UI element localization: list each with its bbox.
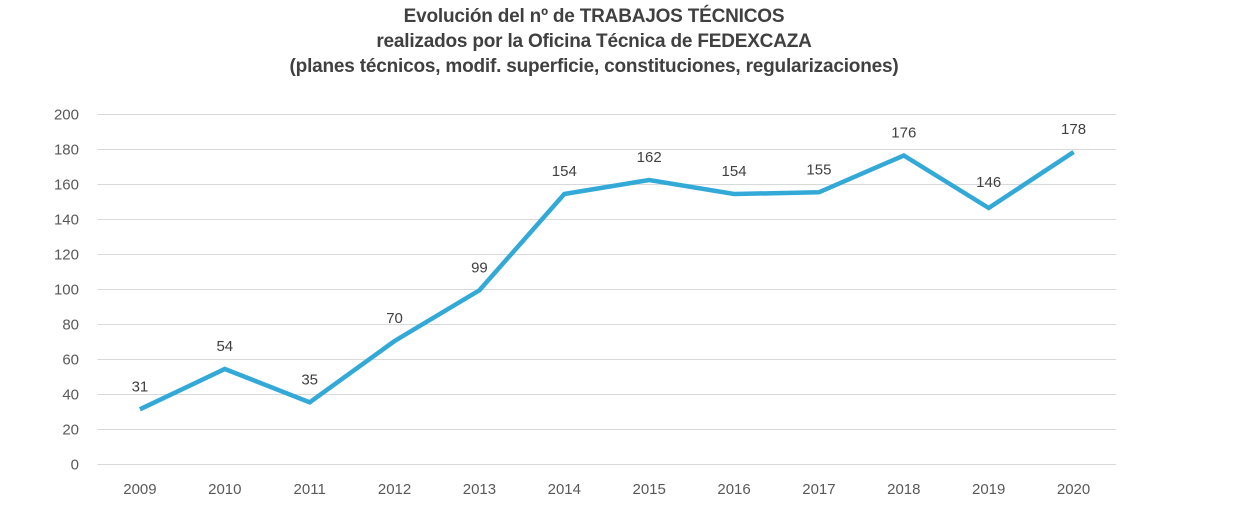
y-tick-label: 60 [62, 352, 79, 369]
x-tick-label: 2011 [294, 481, 326, 498]
y-axis-ticks: 0 20 40 60 80 100 120 140 160 180 200 [54, 107, 79, 474]
x-tick-label: 2009 [123, 481, 156, 498]
x-tick-label: 2020 [1057, 481, 1090, 498]
x-tick-label: 2015 [633, 481, 666, 498]
x-tick-label: 2016 [717, 481, 750, 498]
chart-title-line-2: realizados por la Oficina Técnica de FED… [376, 31, 812, 52]
x-axis-ticks: 2009 2010 2011 2012 2013 2014 2015 2016 2017 2018… [123, 481, 1090, 498]
y-tick-label: 140 [54, 212, 79, 229]
series-line [138, 150, 1075, 412]
data-label: 178 [1061, 121, 1086, 138]
data-labels: 31 54 35 70 99 154 162 154 155 176 146 178 [132, 121, 1086, 395]
x-tick-label: 2012 [378, 481, 411, 498]
y-tick-label: 0 [71, 457, 79, 474]
data-label: 154 [722, 163, 747, 180]
series-layer [138, 150, 1075, 412]
data-label: 54 [216, 338, 233, 355]
data-label: 70 [386, 310, 403, 327]
data-label: 35 [301, 371, 318, 388]
x-tick-label: 2010 [208, 481, 241, 498]
chart-title: Evolución del nº de TRABAJOS TÉCNICOS re… [0, 4, 1188, 79]
y-tick-label: 120 [54, 247, 79, 264]
y-tick-label: 20 [62, 422, 79, 439]
data-label: 99 [471, 259, 488, 276]
data-label: 176 [891, 125, 916, 142]
x-tick-label: 2013 [463, 481, 496, 498]
y-tick-label: 100 [54, 282, 79, 299]
x-tick-label: 2019 [972, 481, 1005, 498]
x-tick-label: 2017 [802, 481, 835, 498]
y-tick-label: 180 [54, 142, 79, 159]
chart-title-line-1: Evolución del nº de TRABAJOS TÉCNICOS [403, 6, 785, 27]
data-label: 154 [552, 163, 577, 180]
data-label: 155 [806, 161, 831, 178]
chart-subtitle: (planes técnicos, modif. superficie, con… [289, 56, 899, 77]
data-label: 31 [132, 378, 149, 395]
data-label: 162 [637, 149, 662, 166]
x-tick-label: 2014 [548, 481, 581, 498]
gridlines [97, 114, 1116, 465]
data-label: 146 [976, 174, 1001, 191]
x-tick-label: 2018 [887, 481, 920, 498]
y-tick-label: 40 [62, 387, 79, 404]
y-tick-label: 80 [62, 317, 79, 334]
y-tick-label: 160 [54, 177, 79, 194]
y-tick-label: 200 [54, 107, 79, 124]
